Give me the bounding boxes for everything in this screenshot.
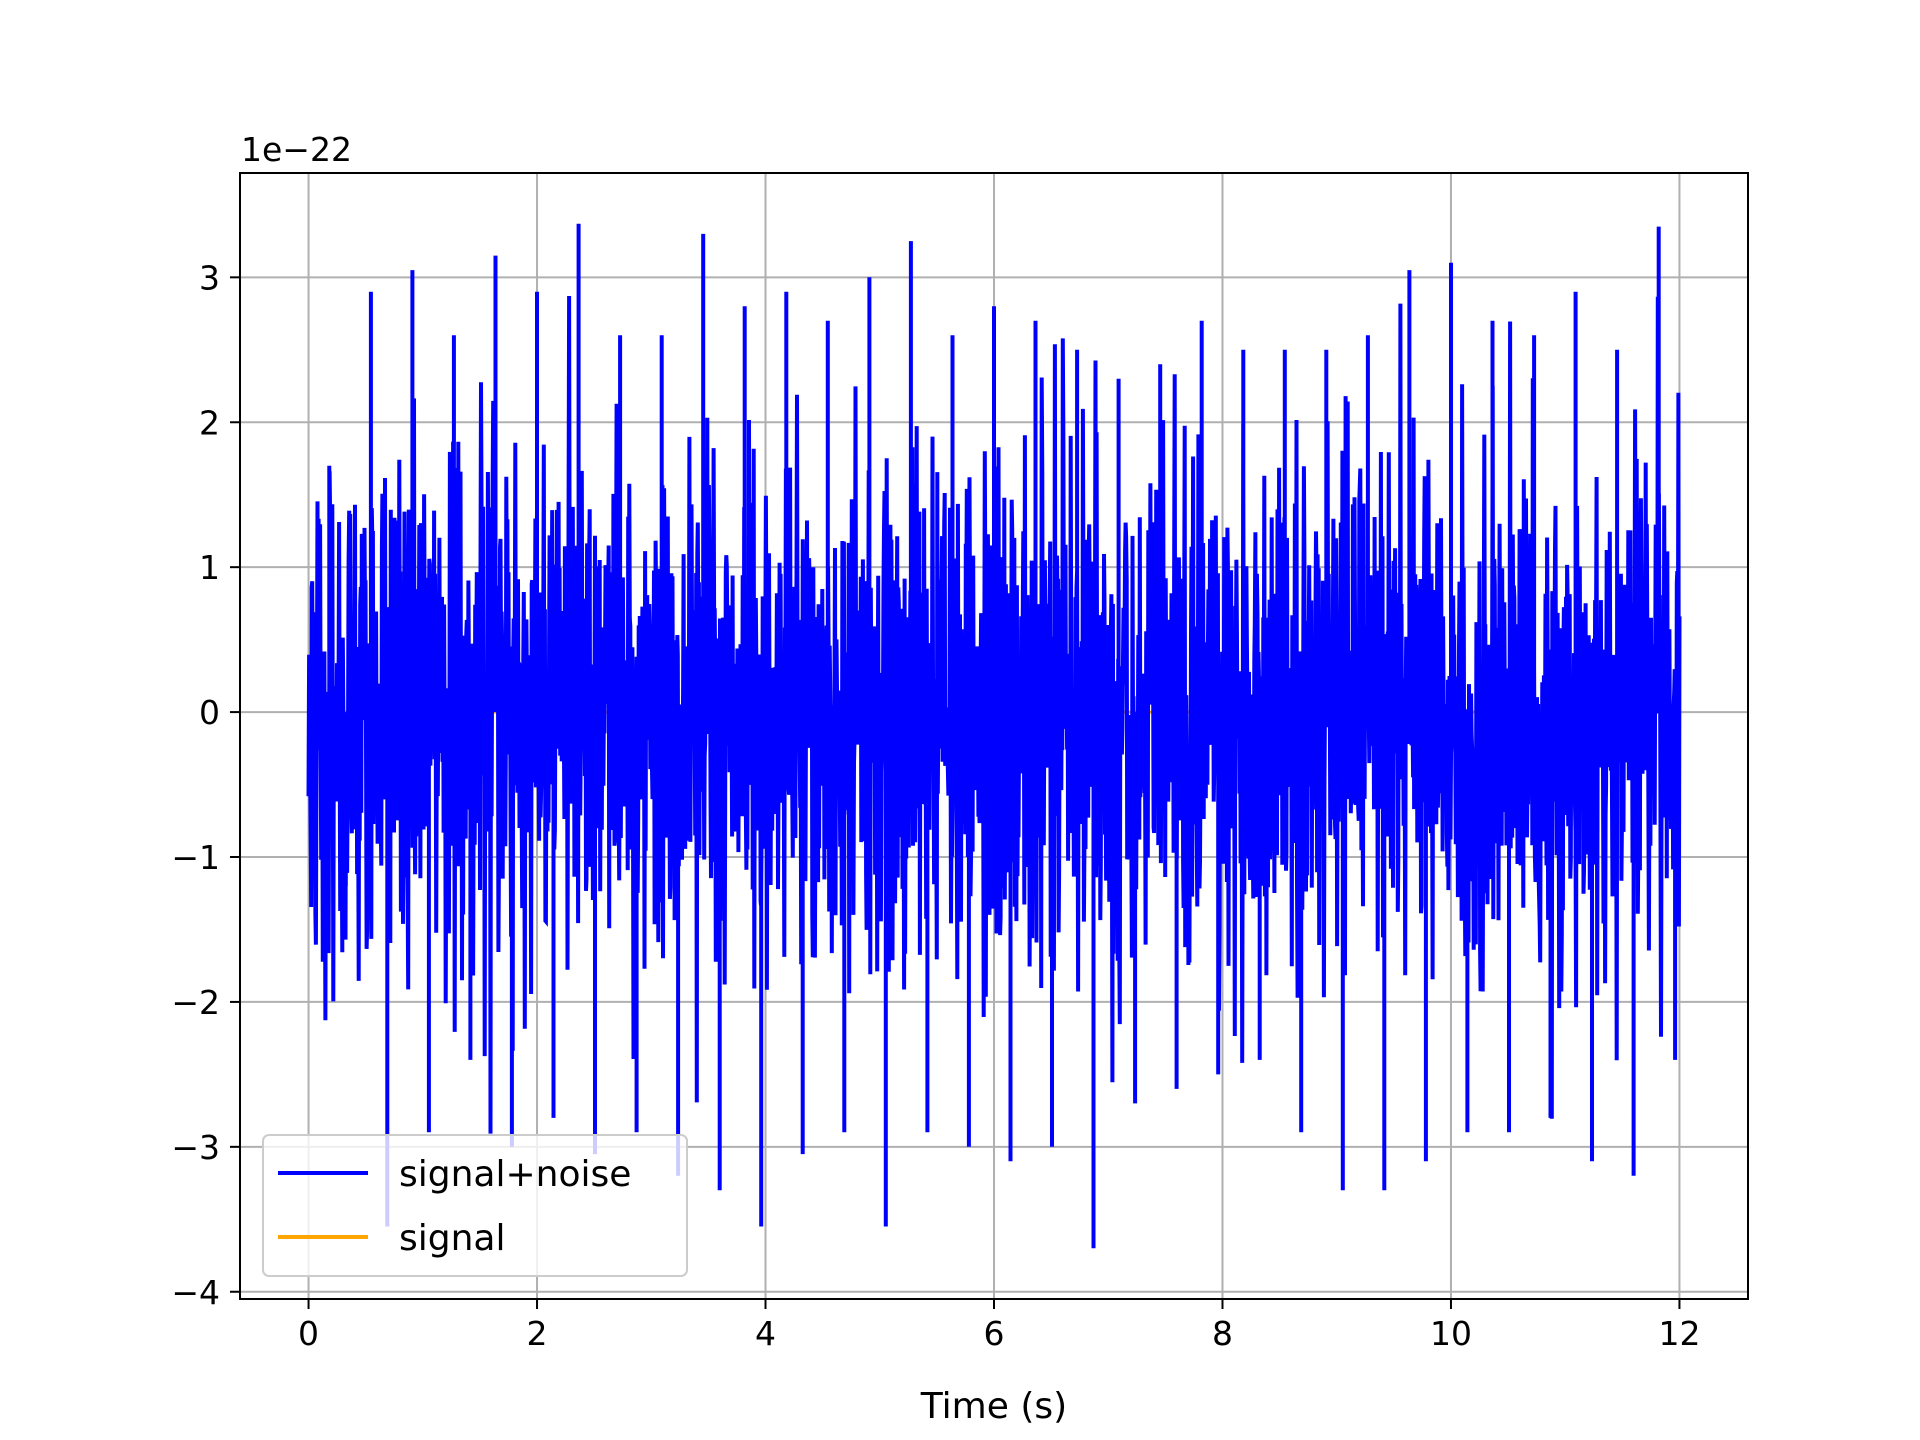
y-tick-label: −1	[171, 838, 220, 877]
y-axis-offset-text: 1e−22	[241, 130, 352, 169]
legend: signal+noise signal	[262, 1134, 688, 1277]
x-axis-label: Time (s)	[920, 1386, 1067, 1427]
legend-label-signal-plus-noise: signal+noise	[399, 1154, 631, 1195]
legend-box	[262, 1134, 688, 1277]
y-tick-label: 2	[199, 403, 220, 442]
legend-label-signal: signal	[399, 1218, 506, 1259]
x-tick-label: 12	[1658, 1314, 1700, 1353]
x-tick-label: 2	[527, 1314, 548, 1353]
y-axis: −4 −3 −2 −1 0 1 2 3	[171, 258, 240, 1312]
x-tick-label: 4	[755, 1314, 776, 1353]
y-tick-label: −2	[171, 983, 220, 1022]
x-tick-label: 0	[298, 1314, 319, 1353]
x-tick-label: 6	[984, 1314, 1005, 1353]
x-axis: 0 2 4 6 8 10 12	[298, 1299, 1700, 1353]
y-tick-label: −4	[171, 1273, 220, 1312]
y-tick-label: 0	[199, 693, 220, 732]
y-tick-label: 1	[199, 548, 220, 587]
y-tick-label: −3	[171, 1128, 220, 1167]
series-signal-plus-noise-line	[306, 223, 1682, 1249]
x-tick-label: 8	[1212, 1314, 1233, 1353]
x-tick-label: 10	[1430, 1314, 1472, 1353]
y-tick-label: 3	[199, 258, 220, 297]
